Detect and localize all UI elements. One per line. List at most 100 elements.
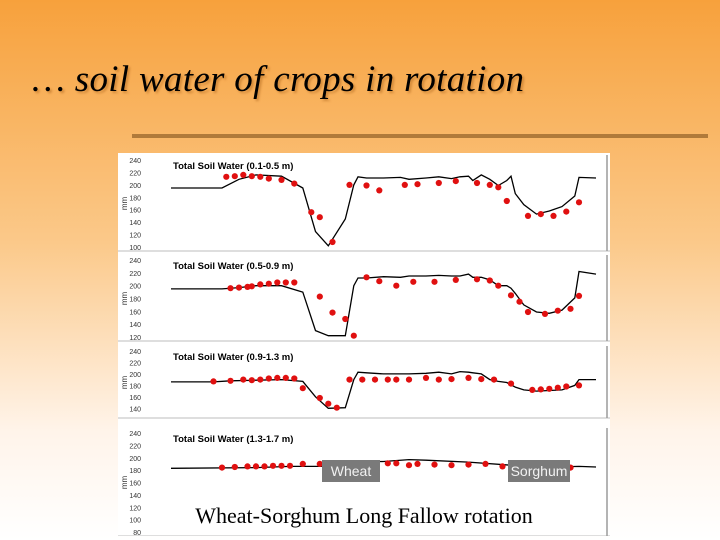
observed-point: [490, 376, 498, 383]
observed-point: [524, 212, 532, 219]
observed-point: [575, 199, 583, 206]
observed-point: [231, 463, 238, 471]
observed-point: [274, 374, 281, 381]
observed-point: [431, 278, 438, 285]
observed-point: [363, 182, 370, 189]
observed-point: [248, 283, 255, 290]
observed-point: [299, 460, 306, 467]
crop-label-wheat: Wheat: [322, 460, 380, 482]
observed-point: [452, 276, 459, 283]
observed-point: [393, 282, 400, 289]
observed-point: [359, 376, 366, 383]
y-tick-label: 160: [129, 208, 141, 215]
y-tick-label: 100: [129, 245, 141, 252]
y-tick-label: 220: [129, 170, 141, 177]
figure-panel: 240 220 200 180 160 140 120 100 mm Total Soil Wat…: [118, 153, 610, 536]
chart-title: Total Soil Water (0.1-0.5 m): [173, 161, 293, 172]
y-tick-label: 220: [129, 443, 141, 450]
observed-point: [363, 274, 370, 281]
observed-point: [227, 285, 234, 292]
observed-point: [507, 380, 515, 387]
observed-point: [541, 310, 549, 317]
observed-point: [465, 374, 472, 381]
y-tick-label: 180: [129, 468, 141, 475]
observed-point: [529, 386, 536, 393]
y-tick-label: 140: [129, 220, 141, 227]
observed-point: [563, 383, 570, 390]
observed-point: [431, 461, 438, 468]
observed-point: [435, 179, 442, 187]
observed-point: [414, 460, 421, 467]
observed-point: [257, 173, 264, 180]
y-axis-label: mm: [120, 197, 129, 211]
y-axis-label: mm: [120, 376, 129, 390]
observed-point: [554, 307, 561, 314]
observed-point: [240, 171, 247, 178]
observed-point: [575, 382, 583, 389]
observed-point: [524, 308, 532, 316]
observed-point: [410, 278, 417, 285]
y-tick-label: 240: [129, 349, 141, 356]
y-tick-label: 120: [129, 335, 141, 342]
observed-point: [248, 173, 255, 180]
observed-point: [329, 309, 336, 316]
chart-title: Total Soil Water (0.5-0.9 m): [173, 261, 293, 272]
observed-point: [329, 238, 336, 246]
observed-point: [401, 181, 408, 188]
observed-point: [495, 282, 502, 289]
observed-point: [554, 384, 561, 391]
observed-point: [495, 184, 502, 191]
observed-point: [244, 463, 251, 470]
y-tick-label: 140: [129, 322, 141, 329]
observed-point: [282, 279, 289, 286]
y-tick-label: 240: [129, 158, 141, 165]
observed-point: [278, 176, 285, 183]
observed-point: [342, 315, 349, 323]
observed-point: [257, 376, 264, 383]
observed-point: [308, 209, 315, 216]
y-tick-label: 220: [129, 360, 141, 367]
y-tick-label: 220: [129, 271, 141, 278]
observed-point: [516, 298, 523, 305]
y-tick-label: 200: [129, 183, 141, 190]
y-tick-label: 180: [129, 195, 141, 202]
observed-point: [376, 187, 383, 194]
observed-point: [393, 460, 400, 467]
observed-point: [265, 280, 272, 287]
y-tick-label: 140: [129, 406, 141, 413]
y-tick-label: 180: [129, 297, 141, 304]
observed-point: [567, 305, 574, 312]
title-underline: [132, 134, 708, 138]
observed-point: [282, 374, 289, 381]
observed-point: [486, 277, 493, 284]
observed-point: [376, 278, 383, 285]
observed-point: [499, 463, 506, 470]
y-axis-label: mm: [120, 476, 129, 490]
crop-label-sorghum: Sorghum: [508, 460, 570, 482]
observed-point: [274, 279, 281, 286]
observed-point: [291, 180, 298, 187]
observed-point: [265, 375, 272, 382]
observed-point: [422, 374, 430, 381]
y-axis-label: mm: [120, 292, 129, 306]
observed-point: [261, 463, 268, 470]
observed-point: [265, 175, 272, 182]
observed-point: [473, 276, 481, 283]
observed-point: [350, 332, 357, 339]
observed-point: [223, 173, 230, 180]
observed-point: [218, 464, 226, 471]
observed-point: [507, 292, 515, 299]
observed-point: [325, 400, 332, 407]
observed-point: [537, 386, 544, 393]
y-tick-label: 240: [129, 258, 141, 265]
observed-point: [393, 376, 400, 383]
y-tick-label: 160: [129, 481, 141, 488]
observed-point: [248, 377, 255, 384]
slide-title: … soil water of crops in rotation: [32, 59, 525, 100]
y-tick-label: 200: [129, 456, 141, 463]
y-tick-label: 80: [133, 530, 141, 536]
observed-point: [231, 173, 238, 180]
observed-point: [333, 404, 340, 411]
observed-point: [473, 179, 481, 187]
observed-point: [316, 293, 323, 300]
